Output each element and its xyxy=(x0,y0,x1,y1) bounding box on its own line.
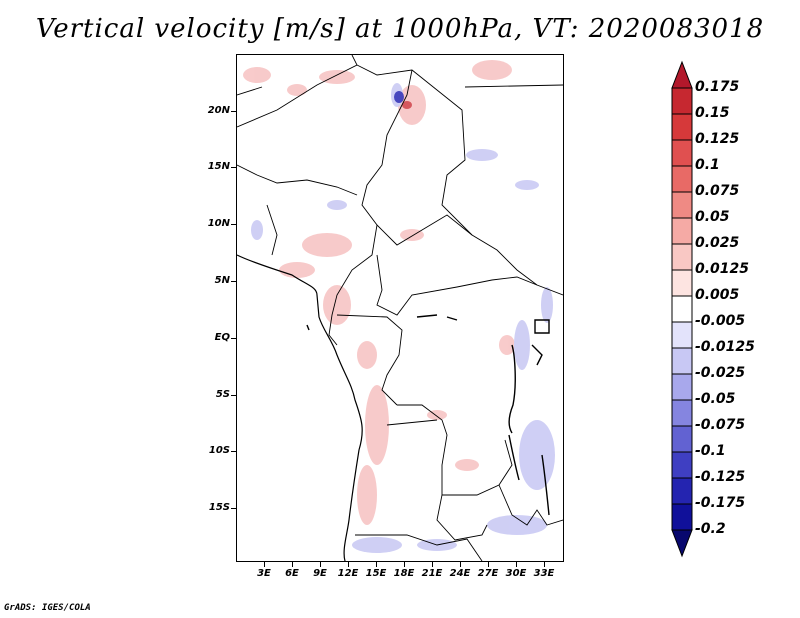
lon-label-3e: 3E xyxy=(257,568,271,579)
colorbar-segment xyxy=(671,321,693,349)
lat-label-5s: 5S xyxy=(215,389,230,400)
colorbar-label: -0.025 xyxy=(695,365,746,381)
country-borders xyxy=(237,55,563,561)
colorbar-label: -0.1 xyxy=(695,443,726,459)
lon-label-15e: 15E xyxy=(365,568,387,579)
colorbar-segment xyxy=(671,60,693,89)
colorbar-label: -0.175 xyxy=(695,495,746,511)
colorbar-label: -0.075 xyxy=(695,417,746,433)
colorbar-segment xyxy=(671,399,693,427)
lon-tick xyxy=(348,562,349,567)
map-plot-area xyxy=(236,54,564,562)
colorbar-segment xyxy=(671,139,693,167)
map-svg xyxy=(237,55,563,561)
colorbar-segment xyxy=(671,269,693,297)
colorbar-segment xyxy=(671,165,693,193)
colorbar-segment xyxy=(671,191,693,219)
lon-tick xyxy=(404,562,405,567)
positive-velocity-patches xyxy=(243,60,515,525)
lon-tick xyxy=(264,562,265,567)
colorbar xyxy=(671,60,693,558)
lon-tick xyxy=(376,562,377,567)
lon-tick xyxy=(544,562,545,567)
figure-title: Vertical velocity [m/s] at 1000hPa, VT: … xyxy=(35,14,765,44)
lat-label-15n: 15N xyxy=(207,161,230,172)
velocity-field xyxy=(243,60,555,553)
lat-label-eq: EQ xyxy=(214,332,230,343)
colorbar-segment xyxy=(671,217,693,245)
colorbar-segment xyxy=(671,87,693,115)
colorbar-segments xyxy=(671,60,693,558)
lon-tick xyxy=(460,562,461,567)
colorbar-label: 0.075 xyxy=(695,183,740,199)
lon-tick xyxy=(488,562,489,567)
colorbar-label: 0.025 xyxy=(695,235,740,251)
colorbar-label: -0.2 xyxy=(695,521,726,537)
lat-tick xyxy=(231,395,236,396)
colorbar-label: 0.005 xyxy=(695,287,740,303)
lon-label-9e: 9E xyxy=(313,568,327,579)
lon-label-24e: 24E xyxy=(449,568,471,579)
lon-label-12e: 12E xyxy=(337,568,359,579)
colorbar-segment xyxy=(671,529,693,558)
grads-credit: GrADS: IGES/COLA xyxy=(4,603,91,613)
negative-velocity-patches xyxy=(251,83,555,553)
colorbar-label: 0.1 xyxy=(695,157,720,173)
colorbar-label: -0.125 xyxy=(695,469,746,485)
colorbar-segment xyxy=(671,243,693,271)
colorbar-label: 0.05 xyxy=(695,209,730,225)
lat-label-10n: 10N xyxy=(207,218,230,229)
lat-label-10s: 10S xyxy=(208,445,230,456)
colorbar-segment xyxy=(671,477,693,505)
lat-label-15s: 15S xyxy=(208,502,230,513)
lat-tick xyxy=(231,224,236,225)
lat-label-20n: 20N xyxy=(207,105,230,116)
lat-tick xyxy=(231,281,236,282)
colorbar-label: 0.125 xyxy=(695,131,740,147)
colorbar-segment xyxy=(671,295,693,323)
lon-tick xyxy=(432,562,433,567)
lon-label-6e: 6E xyxy=(285,568,299,579)
lakes xyxy=(306,314,550,516)
lat-tick xyxy=(231,167,236,168)
colorbar-label: 0.0125 xyxy=(695,261,750,277)
colorbar-label: -0.005 xyxy=(695,313,746,329)
lat-tick xyxy=(231,338,236,339)
lon-label-33e: 33E xyxy=(533,568,555,579)
lat-label-5n: 5N xyxy=(214,275,230,286)
colorbar-segment xyxy=(671,347,693,375)
colorbar-segment xyxy=(671,425,693,453)
colorbar-segment xyxy=(671,113,693,141)
lon-tick xyxy=(292,562,293,567)
lat-tick xyxy=(231,508,236,509)
lon-label-21e: 21E xyxy=(421,568,443,579)
lon-label-27e: 27E xyxy=(477,568,499,579)
lon-label-30e: 30E xyxy=(505,568,527,579)
lon-label-18e: 18E xyxy=(393,568,415,579)
velocity-max-cores xyxy=(394,91,412,109)
colorbar-label: -0.0125 xyxy=(695,339,755,355)
lat-tick xyxy=(231,451,236,452)
colorbar-label: 0.15 xyxy=(695,105,730,121)
colorbar-segment xyxy=(671,451,693,479)
lon-tick xyxy=(516,562,517,567)
colorbar-segment xyxy=(671,373,693,401)
coastline xyxy=(237,254,363,561)
lon-tick xyxy=(320,562,321,567)
lat-tick xyxy=(231,111,236,112)
colorbar-label: 0.175 xyxy=(695,79,740,95)
colorbar-label: -0.05 xyxy=(695,391,736,407)
colorbar-segment xyxy=(671,503,693,531)
